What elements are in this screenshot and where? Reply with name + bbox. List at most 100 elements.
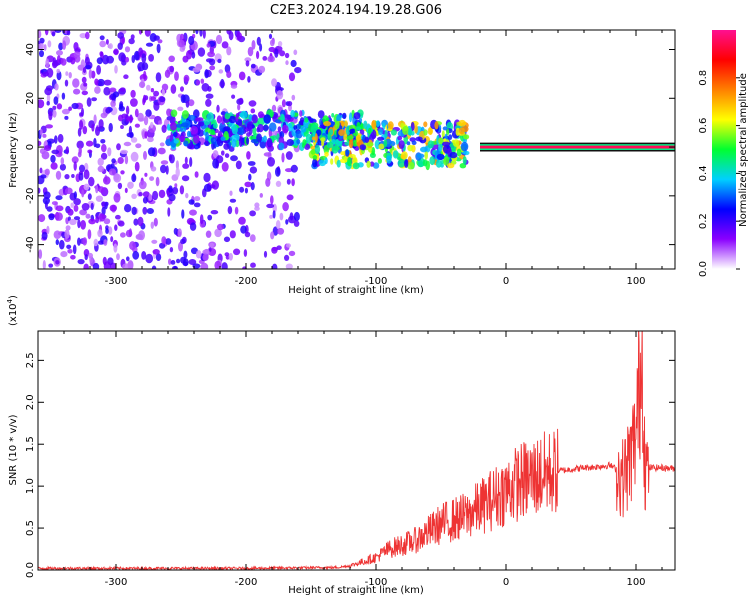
spectrogram-cell [201, 83, 210, 92]
spectrogram-cell [129, 241, 136, 251]
spectrogram-cell [228, 115, 237, 124]
spectrogram-cell [224, 252, 230, 257]
spectrogram-cell [262, 124, 269, 131]
spectrogram-cell [187, 99, 195, 107]
spectrogram-cell [304, 117, 309, 123]
spectrogram-cell [130, 137, 138, 143]
spectrogram-cell [82, 125, 88, 135]
spectrogram-cell [441, 141, 450, 147]
spectrogram-cell [148, 193, 153, 201]
spectrogram-cell [285, 219, 289, 225]
spectrogram-cell [286, 194, 294, 201]
spectrogram-cell [117, 182, 123, 190]
spectrogram-marks [38, 30, 675, 269]
spectrogram-cell [137, 62, 145, 72]
spectrogram-cell [117, 220, 125, 227]
spectrogram-cell [285, 60, 289, 66]
spectrogram-cell [286, 178, 291, 185]
spectrogram-cell [323, 121, 331, 127]
spectrogram-cell [223, 236, 231, 243]
snr-frame [37, 330, 676, 571]
spectrogram-cell [68, 72, 72, 79]
spectrogram-cell [227, 206, 233, 215]
spectrogram-cell [272, 226, 279, 236]
spectrogram-cell [238, 137, 243, 147]
spectrogram-cell [250, 262, 256, 268]
spectrogram-cell [263, 114, 272, 124]
y-tick-label: 0 [25, 144, 36, 150]
spectrogram-cell [340, 151, 346, 156]
spectrogram-cell [83, 183, 90, 191]
spectrogram-cell [274, 119, 282, 124]
spectrogram-cell [100, 139, 106, 144]
spectrogram-cell [73, 204, 79, 212]
spectrogram-cell [132, 250, 140, 260]
spectrogram-cell [166, 108, 172, 117]
spectrogram-cell [175, 123, 183, 128]
spectrogram-cell [141, 53, 147, 64]
spectrogram-cell [127, 181, 134, 189]
spectrogram-cell [248, 114, 253, 122]
spectrogram-cell [270, 195, 274, 205]
spectrogram-cell [429, 156, 436, 166]
spectrogram-cell [327, 131, 331, 142]
spectrogram-cell [189, 209, 197, 216]
spectrogram-cell [53, 96, 59, 105]
spectrogram-cell [107, 226, 113, 235]
spectrogram-cell [244, 57, 252, 62]
spectrogram-cell [233, 248, 241, 256]
spectrogram-cell [223, 143, 230, 150]
spectrogram-cell [442, 126, 448, 131]
spectrogram-cell [138, 30, 143, 35]
spectrogram-cell [248, 100, 257, 107]
spectrogram-cell [157, 147, 166, 155]
spectrogram-cell [134, 50, 140, 61]
spectrogram-cell [139, 81, 146, 88]
spectrogram-cell [148, 54, 155, 62]
spectrogram-cell [458, 127, 465, 135]
spectrogram-cell [39, 37, 45, 44]
spectrogram-cell [279, 50, 286, 57]
spectrogram-cell [45, 58, 50, 68]
spectrogram-cell [80, 59, 86, 70]
spectrogram-cell [44, 30, 49, 36]
spectrogram-cell [158, 120, 163, 125]
spectrogram-cell [173, 139, 179, 144]
spectrogram-cell [53, 230, 62, 239]
spectrogram-cell [150, 221, 154, 229]
colorbar-ticks: 0.0 0.2 0.4 0.6 0.8 [698, 70, 740, 277]
spectrogram-cell [249, 210, 256, 217]
spectrogram-cell [81, 76, 87, 84]
spectrogram-cell [349, 112, 353, 123]
spectrogram-cell [93, 114, 97, 124]
spectrogram-cell [173, 131, 178, 138]
spectrogram-cell [106, 55, 114, 64]
spectrogram-cell [250, 182, 255, 191]
spectrogram-cell [56, 68, 60, 74]
spectrogram-cell [134, 123, 140, 128]
spectrogram-cell [56, 103, 63, 110]
spectrogram-cell [126, 256, 130, 262]
spectrogram-cell [178, 241, 183, 252]
spectrogram-cell [38, 175, 45, 185]
spectrogram-cell [290, 164, 298, 173]
spectrogram-cell [192, 134, 200, 144]
spectrogram-cell [99, 40, 107, 48]
spectrogram-cell [88, 69, 93, 79]
spectrogram-cell [287, 101, 293, 107]
spectrogram-cell [108, 43, 113, 50]
spectrogram-cell [247, 46, 254, 57]
spectrogram-cell [210, 210, 219, 215]
spectrogram-cell [101, 201, 106, 207]
spectrogram-cell [46, 225, 50, 235]
x-tick-label: -200 [235, 577, 258, 588]
spectrogram-cell [117, 42, 123, 50]
spectrogram-cell [178, 39, 185, 48]
spectrogram-cell [458, 119, 467, 127]
spectrogram-cell [79, 164, 85, 173]
spectrogram-cell [160, 160, 169, 165]
spectrogram-cell [124, 187, 128, 194]
spectrogram-cell [369, 161, 375, 167]
spectrogram-cell [77, 237, 81, 246]
spectrogram-cell [183, 250, 188, 259]
